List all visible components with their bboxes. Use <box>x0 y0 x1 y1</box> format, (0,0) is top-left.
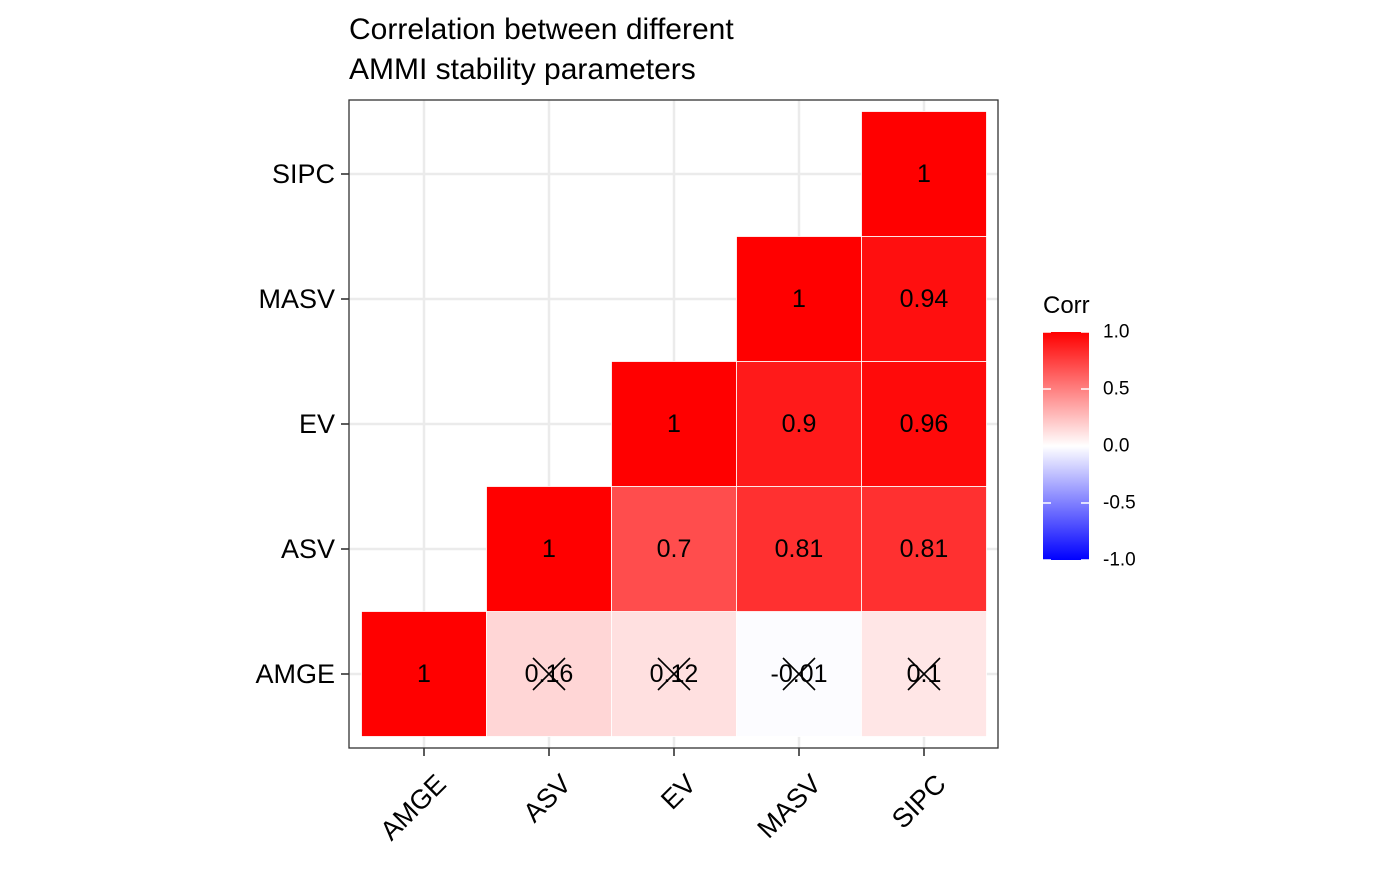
y-tick-label-sipc: SIPC <box>272 159 335 189</box>
cross-stroke-b <box>907 657 941 691</box>
x-tick-label-amge: AMGE <box>374 769 451 846</box>
heatmap-cells <box>361 111 987 737</box>
heatmap-cell-asv-asv <box>486 486 612 612</box>
heatmap-cell-ev-asv <box>611 486 737 612</box>
cell-label-sipc-sipc: 1 <box>917 160 931 188</box>
cell-label-sipc-asv: 0.81 <box>900 535 949 563</box>
heatmap-cell-sipc-asv <box>861 486 987 612</box>
x-axis: AMGE ASV EV MASV SIPC <box>374 748 952 846</box>
y-tick-label-asv: ASV <box>281 534 335 564</box>
legend-break-label-1: 0.5 <box>1103 379 1129 400</box>
heatmap-cell-masv-masv <box>736 236 862 362</box>
x-tick-label-ev: EV <box>655 769 702 816</box>
cell-label-sipc-masv: 0.94 <box>900 285 949 313</box>
heatmap-cell-ev-ev <box>611 361 737 487</box>
cell-label-ev-ev: 1 <box>667 410 681 438</box>
cell-label-masv-ev: 0.9 <box>782 410 817 438</box>
legend-break-label-2: 0.0 <box>1103 436 1129 457</box>
cell-label-masv-asv: 0.81 <box>775 535 824 563</box>
cell-label-masv-masv: 1 <box>792 285 806 313</box>
cross-stroke-b <box>782 657 816 691</box>
cell-label-ev-asv: 0.7 <box>657 535 692 563</box>
cell-label-amge-amge: 1 <box>417 660 431 688</box>
x-tick-label-asv: ASV <box>517 769 576 828</box>
legend-break-label-3: -0.5 <box>1103 493 1136 514</box>
insignificant-cross-masv-amge <box>782 657 816 691</box>
legend-break-label-4: -1.0 <box>1103 550 1136 571</box>
heatmap-cell-amge-amge <box>361 611 487 737</box>
y-tick-label-ev: EV <box>299 409 335 439</box>
legend: Corr 1.0 0.5 0.0 -0.5 -1.0 <box>1043 292 1136 571</box>
x-tick-label-sipc: SIPC <box>886 769 952 835</box>
insignificant-cross-sipc-amge <box>907 657 941 691</box>
chart-title-line-1: Correlation between different <box>349 13 734 46</box>
insignificant-cross-ev-amge <box>657 657 691 691</box>
legend-title: Corr <box>1043 292 1090 319</box>
cell-label-sipc-ev: 0.96 <box>900 410 949 438</box>
y-tick-label-masv: MASV <box>258 284 335 314</box>
legend-break-label-0: 1.0 <box>1103 322 1129 343</box>
heatmap-cell-sipc-sipc <box>861 111 987 237</box>
cross-stroke-b <box>657 657 691 691</box>
insignificant-cross-asv-amge <box>532 657 566 691</box>
y-axis: AMGE ASV EV MASV SIPC <box>255 159 349 689</box>
chart-title: Correlation between different AMMI stabi… <box>349 13 734 86</box>
cross-stroke-b <box>532 657 566 691</box>
heatmap-cell-sipc-ev <box>861 361 987 487</box>
cell-label-asv-asv: 1 <box>542 535 556 563</box>
insignificance-crosses <box>532 657 941 691</box>
x-tick-label-masv: MASV <box>751 769 826 844</box>
y-tick-label-amge: AMGE <box>255 659 335 689</box>
chart-title-line-2: AMMI stability parameters <box>349 53 696 86</box>
legend-ticks: 1.0 0.5 0.0 -0.5 -1.0 <box>1043 322 1136 571</box>
heatmap-cell-sipc-masv <box>861 236 987 362</box>
